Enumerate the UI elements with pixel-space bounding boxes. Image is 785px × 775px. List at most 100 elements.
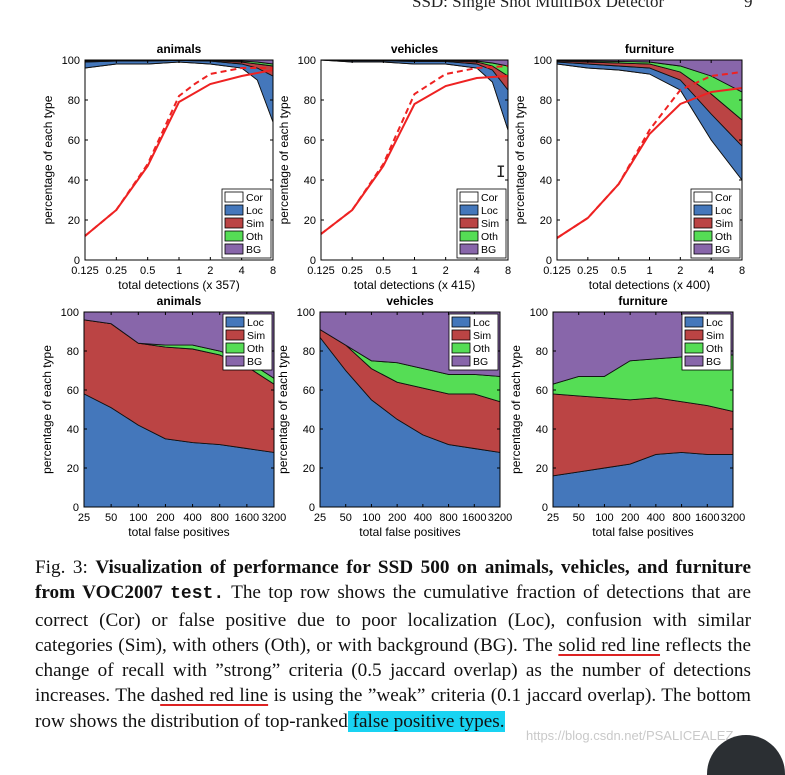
y-axis-label: percentage of each type — [40, 345, 54, 474]
x-tick-label: 800 — [672, 512, 690, 524]
y-axis-label: percentage of each type — [513, 95, 527, 224]
y-axis-label: percentage of each type — [41, 95, 55, 224]
y-tick-label: 0 — [74, 255, 80, 267]
axes-box — [319, 311, 501, 508]
caption-text-4: is using the ”weak” criteria (0.1 jaccar… — [35, 685, 751, 732]
legend-swatch-oth — [684, 342, 704, 354]
legend-swatch-sim — [459, 217, 479, 229]
y-axis-label: percentage of each type — [509, 345, 523, 474]
y-tick-label: 80 — [68, 95, 80, 107]
y-tick-label: 40 — [303, 424, 315, 436]
legend-label: Cor — [715, 192, 732, 204]
x-tick-label: 1600 — [695, 512, 719, 524]
y-tick-label: 40 — [304, 175, 316, 187]
x-tick-label: 2 — [677, 265, 683, 277]
legend-label: Sim — [481, 218, 499, 230]
legend-label: Cor — [246, 192, 263, 204]
legend-label: Oth — [246, 231, 263, 243]
legend-label: Oth — [247, 343, 264, 355]
y-tick-label: 60 — [536, 385, 548, 397]
chart-title: animals — [157, 42, 202, 56]
y-tick-label: 20 — [68, 215, 80, 227]
y-axis-label: percentage of each type — [276, 345, 290, 474]
legend-swatch-sim — [225, 329, 245, 341]
caption-text-3: d — [150, 685, 161, 707]
x-tick-label: 4 — [708, 265, 714, 277]
x-tick-label: 0.25 — [577, 265, 598, 277]
caption-underline-dashed: ashed red line — [160, 685, 269, 707]
legend-label: BG — [481, 244, 496, 256]
legend-swatch-bg — [684, 355, 704, 367]
y-tick-label: 100 — [297, 307, 315, 319]
x-tick-label: 0.125 — [543, 265, 571, 277]
legend-swatch-oth — [225, 342, 245, 354]
y-tick-label: 60 — [303, 385, 315, 397]
legend-swatch-loc — [684, 316, 704, 328]
legend-swatch-oth — [459, 230, 479, 242]
x-tick-label: 1 — [176, 265, 182, 277]
x-tick-label: 0.25 — [106, 265, 127, 277]
x-axis-label: total detections (x 400) — [589, 278, 710, 292]
x-tick-label: 8 — [739, 265, 745, 277]
x-tick-label: 3200 — [721, 512, 745, 524]
legend-label: Cor — [481, 192, 498, 204]
legend-label: Loc — [246, 205, 263, 217]
watermark: https://blog.csdn.net/PSALICEALEZ — [526, 728, 734, 743]
legend-swatch-cor — [693, 191, 713, 203]
legend-label: Oth — [481, 231, 498, 243]
legend-swatch-oth — [451, 342, 471, 354]
legend-swatch-loc — [224, 204, 244, 216]
legend-label: Sim — [473, 330, 491, 342]
x-tick-label: 25 — [78, 512, 90, 524]
legend-label: BG — [247, 356, 262, 368]
chart-bottom-furniture: 0 20 40 60 80 100 25 50 100 200 400 800 1600 3200 furn… — [509, 294, 745, 539]
chart-top-furniture: 0 20 40 60 80 100 0.125 0.25 0.5 1 2 4 8 furniture tot… — [513, 42, 745, 292]
legend-label: BG — [706, 356, 721, 368]
recall-weak-line — [320, 65, 509, 235]
axes-box — [83, 311, 275, 508]
recall-weak-line — [556, 71, 743, 239]
y-tick-label: 80 — [540, 95, 552, 107]
x-tick-label: 800 — [439, 512, 457, 524]
y-tick-label: 40 — [536, 424, 548, 436]
caption-highlight: false positive types. — [347, 710, 505, 732]
y-tick-label: 0 — [309, 502, 315, 514]
x-tick-label: 8 — [505, 265, 511, 277]
legend-label: Loc — [481, 205, 498, 217]
y-axis-label: percentage of each type — [277, 95, 291, 224]
y-tick-label: 20 — [304, 215, 316, 227]
y-tick-label: 40 — [67, 424, 79, 436]
y-tick-label: 20 — [540, 215, 552, 227]
y-tick-label: 80 — [536, 346, 548, 358]
x-tick-label: 3200 — [488, 512, 512, 524]
x-tick-label: 200 — [388, 512, 406, 524]
legend-swatch-cor — [224, 191, 244, 203]
legend-swatch-bg — [225, 355, 245, 367]
text-cursor-icon: I — [496, 162, 506, 181]
legend-swatch-cor — [459, 191, 479, 203]
x-tick-label: 0.5 — [376, 265, 391, 277]
y-tick-label: 20 — [67, 463, 79, 475]
y-tick-label: 60 — [67, 385, 79, 397]
legend-label: Sim — [715, 218, 733, 230]
y-tick-label: 100 — [61, 307, 79, 319]
chart-title: furniture — [618, 294, 668, 308]
y-tick-label: 20 — [536, 463, 548, 475]
y-tick-label: 0 — [542, 502, 548, 514]
y-tick-label: 60 — [304, 135, 316, 147]
y-tick-label: 60 — [68, 135, 80, 147]
figure-caption: Fig. 3: Visualization of performance for… — [35, 555, 751, 734]
y-tick-label: 80 — [303, 346, 315, 358]
caption-label: Fig. 3: — [35, 557, 96, 578]
x-tick-label: 2 — [207, 265, 213, 277]
legend-swatch-sim — [224, 217, 244, 229]
chart-title: furniture — [625, 42, 675, 56]
x-tick-label: 200 — [621, 512, 639, 524]
axes-box — [552, 311, 734, 508]
y-tick-label: 100 — [534, 55, 552, 67]
chart-title: animals — [157, 294, 202, 308]
